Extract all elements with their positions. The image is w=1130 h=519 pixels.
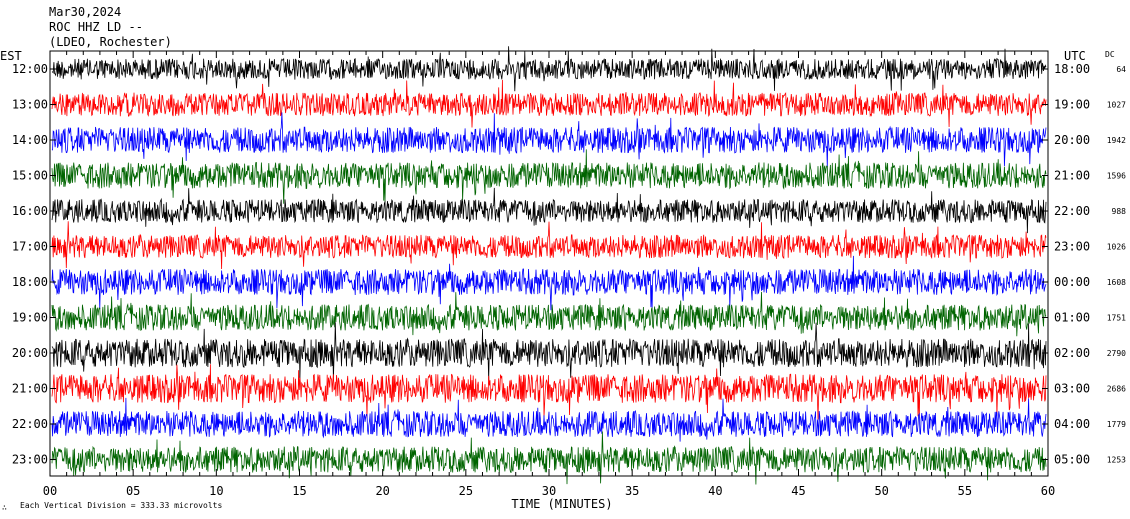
x-axis-title: TIME (MINUTES) (511, 497, 612, 511)
dc-value-label: 1779 (1107, 420, 1126, 429)
est-hour-label: 19:00 (12, 311, 48, 325)
trace-1700 (51, 221, 1047, 270)
utc-hour-label: 02:00 (1054, 346, 1090, 360)
x-tick-label: 10 (209, 484, 223, 498)
utc-hour-label: 04:00 (1054, 417, 1090, 431)
est-axis-label: EST (0, 49, 22, 63)
x-tick-label: 05 (126, 484, 140, 498)
est-hour-label: 21:00 (12, 382, 48, 396)
est-hour-label: 17:00 (12, 240, 48, 254)
est-hour-label: 16:00 (12, 204, 48, 218)
trace-2000 (51, 322, 1047, 381)
est-hour-label: 23:00 (12, 453, 48, 467)
trace-group (51, 46, 1047, 485)
tick-group (49, 51, 1049, 476)
utc-axis-label: UTC (1064, 49, 1086, 63)
x-tick-label: 45 (791, 484, 805, 498)
est-hour-label: 22:00 (12, 417, 48, 431)
x-tick-label: 40 (708, 484, 722, 498)
dc-value-label: 1027 (1107, 101, 1126, 110)
trace-1500 (51, 149, 1047, 204)
logo-mark: ∴ (2, 503, 7, 512)
x-tick-label: 00 (43, 484, 57, 498)
x-tick-label: 25 (459, 484, 473, 498)
trace-2100 (51, 364, 1047, 420)
utc-hour-label: 00:00 (1054, 275, 1090, 289)
dc-value-label: 1751 (1107, 314, 1126, 323)
x-tick-label: 30 (542, 484, 556, 498)
utc-hour-label: 20:00 (1054, 133, 1090, 147)
date-label: Mar30,2024 (49, 5, 122, 19)
dc-value-label: 2686 (1107, 385, 1126, 394)
dc-value-label: 1026 (1107, 243, 1126, 252)
est-hour-label: 14:00 (12, 133, 48, 147)
trace-1900 (51, 291, 1047, 337)
utc-hour-label: 22:00 (1054, 204, 1090, 218)
dc-value-label: 1608 (1107, 278, 1126, 287)
location-label: (LDEO, Rochester) (49, 35, 172, 49)
dc-value-label: 1253 (1107, 456, 1126, 465)
trace-1300 (51, 79, 1047, 128)
trace-1400 (51, 112, 1047, 168)
scale-note: Each Vertical Division = 333.33 microvol… (20, 501, 223, 510)
utc-hour-label: 03:00 (1054, 382, 1090, 396)
station-label: ROC HHZ LD -- (49, 20, 143, 34)
dc-value-label: 988 (1112, 207, 1127, 216)
utc-hour-label: 21:00 (1054, 169, 1090, 183)
utc-hour-label: 18:00 (1054, 62, 1090, 76)
trace-1600 (51, 187, 1047, 234)
dc-value-label: 2790 (1107, 349, 1126, 358)
utc-hour-label: 23:00 (1054, 240, 1090, 254)
x-tick-label: 35 (625, 484, 639, 498)
est-hour-label: 15:00 (12, 169, 48, 183)
dc-value-label: 1942 (1107, 136, 1126, 145)
trace-1800 (51, 255, 1047, 311)
dc-header-label: DC (1105, 50, 1115, 59)
trace-1200 (51, 46, 1047, 92)
est-hour-label: 20:00 (12, 346, 48, 360)
trace-2300 (51, 431, 1047, 485)
x-tick-label: 50 (874, 484, 888, 498)
x-tick-label: 55 (958, 484, 972, 498)
utc-hour-label: 05:00 (1054, 453, 1090, 467)
est-hour-label: 13:00 (12, 98, 48, 112)
dc-value-label: 64 (1116, 65, 1126, 74)
est-hour-label: 18:00 (12, 275, 48, 289)
est-hour-label: 12:00 (12, 62, 48, 76)
utc-hour-label: 19:00 (1054, 98, 1090, 112)
x-tick-label: 15 (292, 484, 306, 498)
x-tick-label: 60 (1041, 484, 1055, 498)
x-tick-label: 20 (375, 484, 389, 498)
trace-2200 (51, 397, 1047, 442)
utc-hour-label: 01:00 (1054, 311, 1090, 325)
label-group: EST UTC DC 12:00 18:00 64 13:00 19:00 1027 14:00 2… (0, 49, 1126, 511)
dc-value-label: 1596 (1107, 172, 1126, 181)
